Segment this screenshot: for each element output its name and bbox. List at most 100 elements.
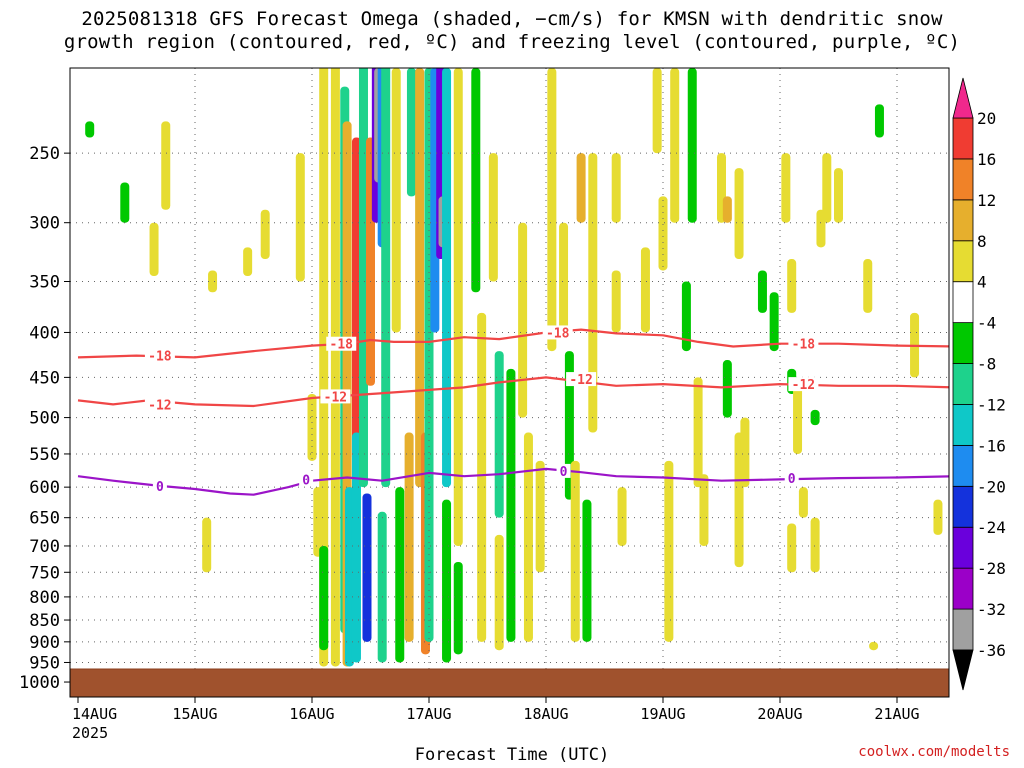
colorbar-band bbox=[952, 404, 974, 446]
y-tick-label: 850 bbox=[29, 611, 60, 631]
omega-patch bbox=[319, 545, 329, 651]
omega-patch bbox=[494, 534, 504, 651]
x-tick-label: 17AUG bbox=[406, 705, 451, 723]
y-tick-label: 450 bbox=[29, 368, 60, 388]
colorbar-band bbox=[952, 567, 974, 610]
contour-label: -12 bbox=[792, 378, 815, 393]
omega-patch bbox=[351, 137, 361, 461]
colorbar-label: -36 bbox=[977, 641, 1006, 660]
y-tick-label: 700 bbox=[29, 537, 60, 557]
colorbar-label: -8 bbox=[977, 355, 996, 374]
contour-label: -18 bbox=[792, 338, 816, 353]
omega-patch bbox=[640, 247, 650, 333]
time-axis: 14AUG 15AUG 16AUG 17AUG 18AUG 19AUG 20AUG 21AUG… bbox=[72, 697, 920, 742]
colorbar-band bbox=[952, 158, 974, 201]
colorbar-band bbox=[952, 199, 974, 242]
omega-patch bbox=[611, 153, 621, 223]
colorbar-band bbox=[952, 363, 974, 405]
omega-patch bbox=[693, 377, 703, 488]
omega-patch bbox=[319, 68, 329, 667]
omega-patch bbox=[722, 196, 732, 223]
omega-patch bbox=[810, 409, 820, 426]
omega-patch bbox=[787, 259, 797, 313]
colorbar-label: -32 bbox=[977, 600, 1006, 619]
omega-patch bbox=[381, 68, 391, 488]
credit-text: coolwx.com/modelts bbox=[858, 744, 1010, 760]
colorbar-label: -4 bbox=[977, 314, 996, 333]
omega-patch bbox=[658, 196, 668, 271]
y-tick-label: 400 bbox=[29, 323, 60, 343]
y-tick-label: 1000 bbox=[19, 673, 60, 693]
y-tick-label: 600 bbox=[29, 478, 60, 498]
colorbar-band bbox=[952, 240, 974, 283]
omega-patch bbox=[570, 460, 580, 642]
omega-patch bbox=[453, 68, 463, 546]
omega-patch bbox=[471, 68, 481, 293]
colorbar-top-arrow bbox=[952, 77, 974, 119]
y-tick-label: 550 bbox=[29, 445, 60, 465]
colorbar: -36 -32 -28 -24 -20 -16 -12 -8 -4 4 8 12 16 20 bbox=[952, 77, 1006, 691]
contour-label-bg bbox=[144, 397, 175, 412]
omega-patch bbox=[670, 68, 680, 223]
omega-patch bbox=[208, 270, 218, 293]
contour-label-bg bbox=[542, 325, 573, 340]
pressure-axis: 2503003504004505005506006507007508008509… bbox=[19, 144, 70, 693]
x-tick-label: 18AUG bbox=[523, 705, 568, 723]
contour-label-bg bbox=[152, 478, 167, 493]
omega-patch bbox=[933, 499, 943, 535]
omega-patch bbox=[506, 368, 516, 642]
ground-fill bbox=[70, 669, 949, 697]
colorbar-label: 4 bbox=[977, 273, 987, 292]
colorbar-label: 20 bbox=[977, 109, 996, 128]
contour-label: 0 bbox=[560, 465, 568, 480]
omega-patch bbox=[863, 259, 873, 313]
x-tick-label: 21AUG bbox=[874, 705, 919, 723]
colorbar-label: 16 bbox=[977, 150, 996, 169]
omega-patch bbox=[120, 182, 130, 223]
omega-patch bbox=[757, 270, 767, 313]
contour-label-bg bbox=[566, 372, 597, 387]
ground-surface bbox=[70, 668, 949, 697]
colorbar-label: -20 bbox=[977, 477, 1006, 496]
omega-patch bbox=[869, 641, 879, 651]
omega-patch bbox=[740, 417, 750, 488]
y-tick-label: 300 bbox=[29, 214, 60, 234]
y-tick-label: 950 bbox=[29, 653, 60, 673]
omega-patch bbox=[358, 68, 368, 488]
plot-border bbox=[69, 67, 950, 698]
colorbar-label: 12 bbox=[977, 191, 996, 210]
y-tick-label: 750 bbox=[29, 563, 60, 583]
contour-label: -18 bbox=[546, 326, 570, 341]
y-tick-label: 350 bbox=[29, 273, 60, 293]
omega-patch bbox=[664, 460, 674, 642]
omega-patch bbox=[362, 493, 372, 642]
colorbar-band bbox=[952, 485, 974, 528]
omega-patch bbox=[874, 104, 884, 138]
omega-patch bbox=[588, 153, 598, 433]
chart-title-line-1: 2025081318 GFS Forecast Omega (shaded, −… bbox=[81, 8, 943, 30]
x-year-label: 2025 bbox=[72, 724, 108, 742]
omega-patch bbox=[547, 68, 557, 352]
contour-label-bg bbox=[320, 389, 351, 404]
colorbar-band bbox=[952, 117, 974, 160]
omega-shading bbox=[85, 68, 943, 667]
omega-patch bbox=[582, 499, 592, 642]
contour-label-bg bbox=[556, 463, 571, 478]
omega-patch bbox=[699, 474, 709, 546]
omega-patch bbox=[523, 432, 533, 642]
omega-patch bbox=[377, 511, 387, 663]
contour-label-bg bbox=[788, 336, 819, 351]
contour-label: 0 bbox=[788, 472, 796, 487]
omega-patch bbox=[781, 153, 791, 223]
contour-label: 0 bbox=[302, 473, 310, 488]
contour-label-bg bbox=[144, 348, 175, 363]
colorbar-bottom-arrow bbox=[952, 649, 974, 691]
omega-patch bbox=[260, 209, 270, 260]
colorbar-label: 8 bbox=[977, 232, 987, 251]
x-tick-label: 20AUG bbox=[757, 705, 802, 723]
omega-patch bbox=[734, 168, 744, 260]
omega-patch bbox=[822, 153, 832, 223]
omega-patch bbox=[518, 222, 528, 418]
omega-patch bbox=[330, 68, 340, 667]
